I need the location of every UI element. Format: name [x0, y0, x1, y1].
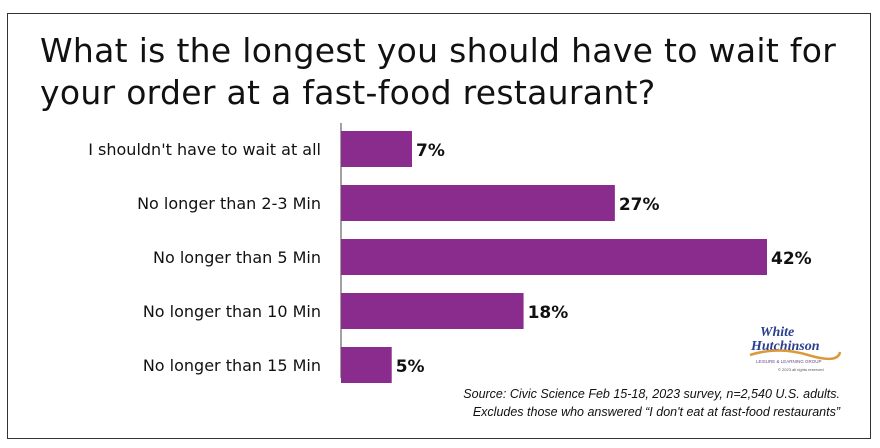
white-hutchinson-logo: White Hutchinson LEISURE & LEARNING GROU…: [749, 325, 842, 372]
bar: [341, 293, 524, 329]
bar: [341, 239, 767, 275]
chart-frame: [7, 13, 871, 439]
source-note: Source: Civic Science Feb 15-18, 2023 su…: [463, 385, 840, 421]
value-label: 42%: [771, 249, 812, 269]
chart-title: What is the longest you should have to w…: [40, 30, 860, 114]
category-label: No longer than 10 Min: [143, 302, 321, 321]
logo-copyright: © 2023 all rights reserved: [778, 367, 824, 372]
category-label: No longer than 5 Min: [153, 248, 321, 267]
value-label: 5%: [396, 357, 425, 377]
source-line-1: Source: Civic Science Feb 15-18, 2023 su…: [463, 387, 840, 401]
title-line-2: your order at a fast-food restaurant?: [40, 73, 656, 112]
title-line-1: What is the longest you should have to w…: [40, 31, 837, 70]
logo-line-1: White: [760, 325, 794, 340]
source-line-2: Excludes those who answered “I don't eat…: [472, 405, 840, 419]
category-label: No longer than 15 Min: [143, 356, 321, 375]
value-label: 18%: [528, 303, 569, 323]
logo-swoosh: [749, 349, 842, 361]
logo-tagline: LEISURE & LEARNING GROUP: [756, 359, 822, 364]
category-label: No longer than 2-3 Min: [137, 194, 321, 213]
bar: [341, 347, 392, 383]
category-label: I shouldn't have to wait at all: [88, 140, 321, 159]
bar: [341, 185, 615, 221]
value-label: 27%: [619, 195, 660, 215]
bar: [341, 131, 412, 167]
value-label: 7%: [416, 141, 445, 161]
